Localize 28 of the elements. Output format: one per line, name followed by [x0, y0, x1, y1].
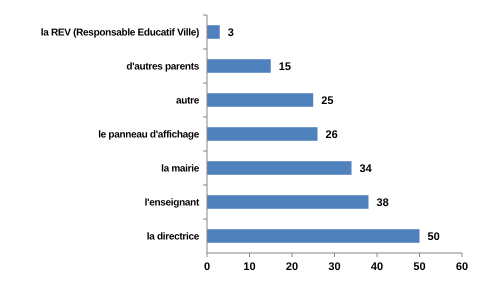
data-label: 26: [326, 128, 338, 141]
bar: [207, 93, 314, 107]
x-tick-label: 0: [204, 261, 210, 273]
data-label: 34: [360, 162, 373, 175]
bar: [207, 195, 368, 209]
bar: [207, 127, 318, 141]
data-label: 50: [428, 230, 440, 243]
data-label: 38: [376, 196, 389, 209]
bar: [207, 161, 352, 175]
y-tick-label: la REV (Responsable Educatif Ville): [40, 28, 199, 38]
bar: [207, 59, 271, 73]
y-tick-label: le panneau d'affichage: [98, 130, 200, 140]
x-tick-label: 10: [243, 261, 256, 273]
x-tick-label: 20: [286, 261, 298, 273]
y-tick-label: autre: [176, 96, 200, 106]
y-tick-label: la mairie: [161, 164, 200, 174]
data-label: 15: [278, 60, 291, 73]
x-tick-label: 60: [456, 261, 468, 273]
data-label: 25: [321, 94, 334, 107]
x-tick-label: 40: [370, 261, 384, 273]
y-tick-label: d'autres parents: [126, 62, 200, 72]
x-tick-label: 50: [413, 261, 426, 273]
bar: [207, 25, 220, 39]
y-tick-label: la directrice: [146, 232, 200, 242]
bar: [207, 229, 420, 243]
x-tick-label: 30: [328, 261, 341, 273]
data-label: 3: [228, 26, 234, 39]
y-tick-label: l'enseignant: [144, 198, 200, 208]
